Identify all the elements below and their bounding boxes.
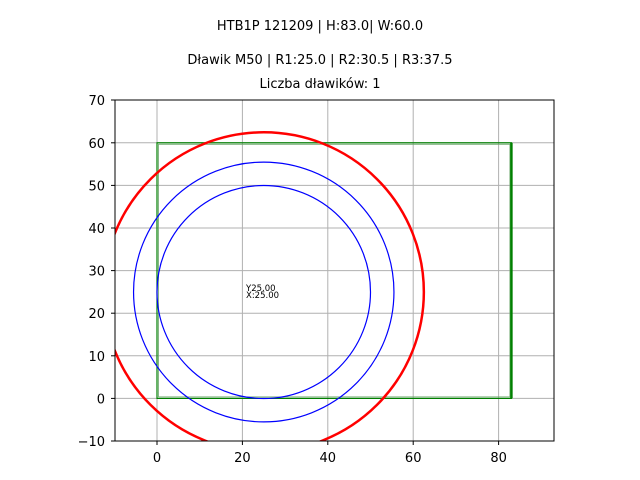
y-tick-label: 70 <box>88 94 105 109</box>
chart-title-line3: Liczba dławików: 1 <box>259 77 381 92</box>
y-tick-label: 20 <box>88 307 105 322</box>
x-tick-label: 40 <box>320 451 337 466</box>
x-tick-label: 80 <box>490 451 507 466</box>
chart-title-line2: Dławik M50 | R1:25.0 | R2:30.5 | R3:37.5 <box>187 53 453 68</box>
y-tick-label: −10 <box>78 435 105 450</box>
grid <box>115 100 554 441</box>
annotation-y: Y25.00 <box>245 284 276 294</box>
annotation-x: X:25.00 <box>246 291 279 301</box>
enclosure-rectangle <box>156 142 513 400</box>
x-tick-label: 60 <box>405 451 422 466</box>
y-tick-label: 40 <box>88 222 105 237</box>
x-axis <box>156 441 500 445</box>
chart-title-line1: HTB1P 121209 | H:83.0| W:60.0 <box>216 19 424 34</box>
circle-r2 <box>132 161 395 423</box>
y-axis <box>111 99 115 442</box>
y-tick-label: 10 <box>88 350 105 365</box>
y-tick-label: 50 <box>88 179 105 194</box>
circle-r1 <box>156 184 372 400</box>
y-tick-label: 60 <box>88 137 105 152</box>
y-tick-label: 0 <box>97 392 105 407</box>
x-tick-label: 0 <box>153 451 161 466</box>
x-tick-label: 20 <box>234 451 251 466</box>
circle-r3 <box>115 131 426 441</box>
y-tick-label: 30 <box>88 265 105 280</box>
